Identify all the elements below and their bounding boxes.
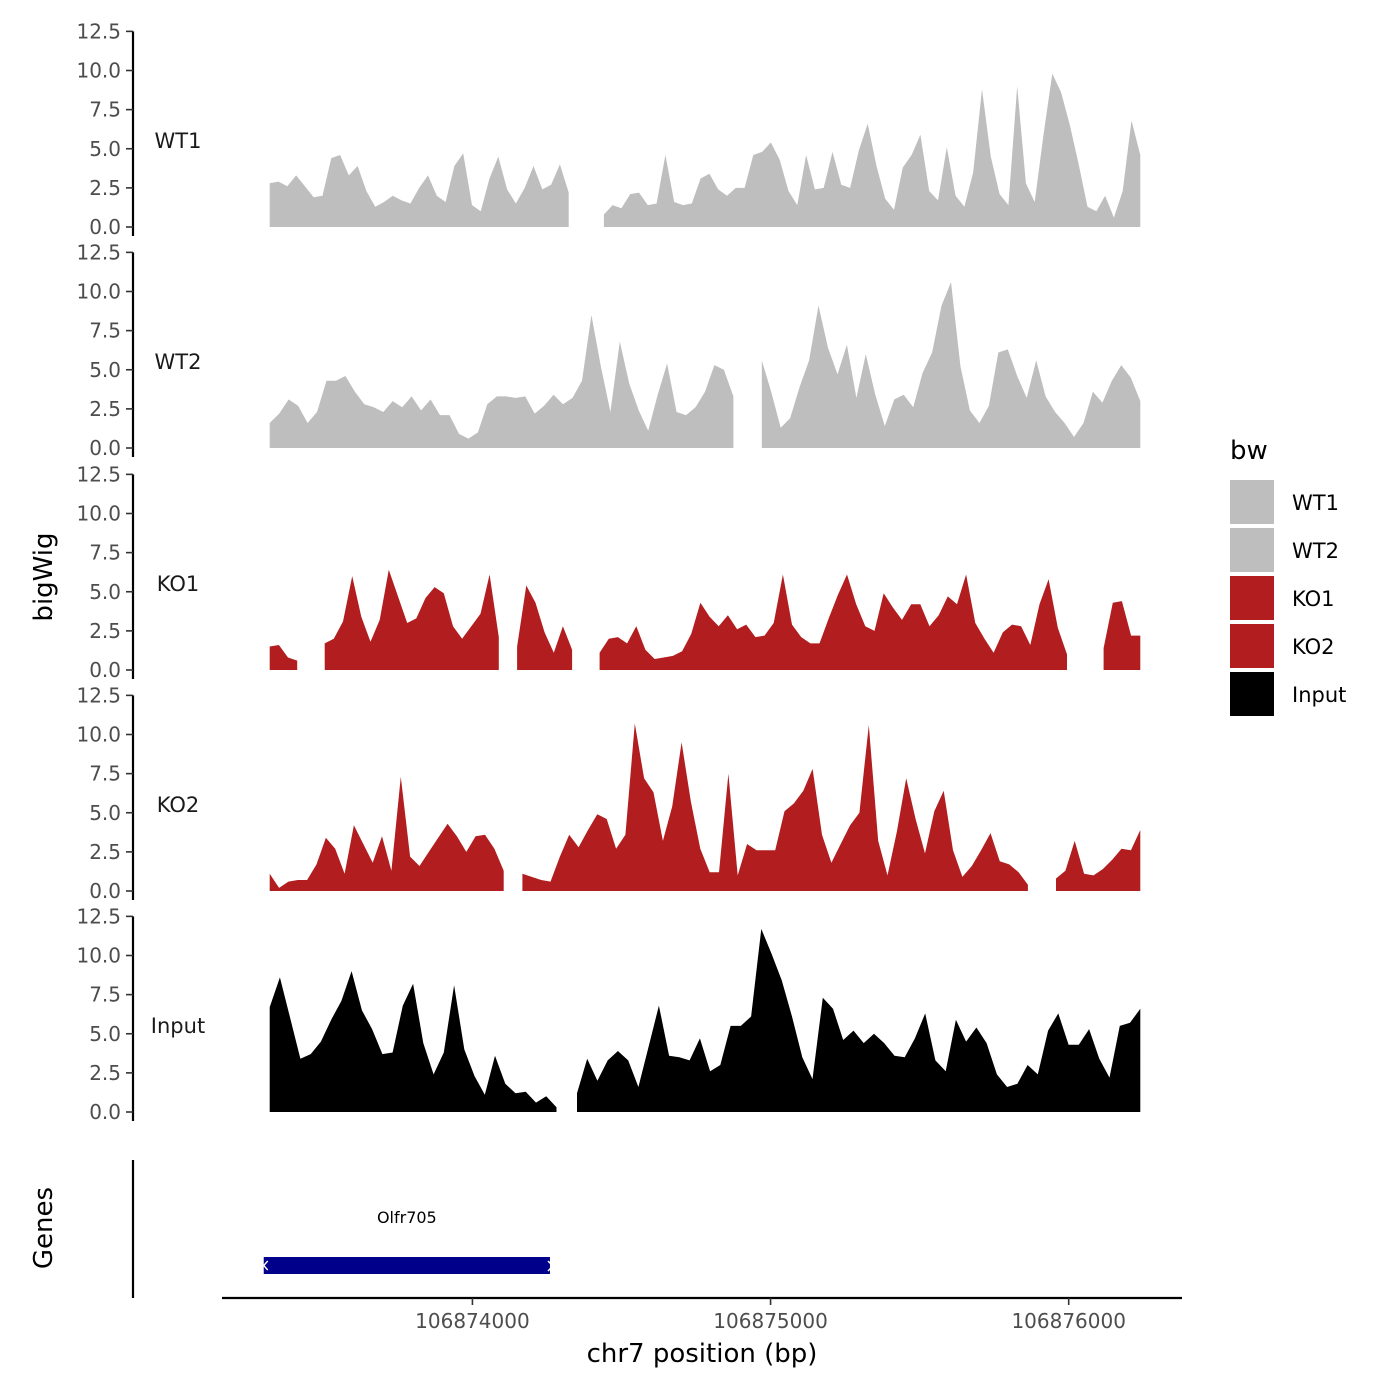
gene-bar-olfr705	[263, 1257, 550, 1274]
track-label-wt1: WT1	[155, 129, 202, 153]
y-axis-title: bigWig	[29, 532, 59, 621]
legend-label-input: Input	[1292, 683, 1346, 707]
y-tick-label: 2.5	[89, 176, 121, 200]
x-tick-label: 106876000	[1011, 1309, 1126, 1333]
y-tick-label: 0.0	[89, 1100, 121, 1124]
area-wt2-segment-2	[761, 282, 1141, 448]
legend-key-input	[1230, 672, 1274, 716]
y-tick-label: 7.5	[89, 319, 121, 343]
area-input-segment-1	[269, 971, 557, 1112]
area-ko1-segment-4	[599, 574, 1067, 670]
legend-key-ko1	[1230, 576, 1274, 620]
y-tick-label: 12.5	[76, 240, 121, 264]
legend-key-wt2	[1230, 528, 1274, 572]
y-tick-label: 5.0	[89, 358, 121, 382]
area-ko2-segment-1	[269, 776, 504, 891]
y-tick-label: 2.5	[89, 840, 121, 864]
y-tick-label: 10.0	[76, 59, 121, 83]
legend-label-ko1: KO1	[1292, 587, 1335, 611]
y-tick-label: 5.0	[89, 580, 121, 604]
y-tick-label: 2.5	[89, 1061, 121, 1085]
legend-label-wt2: WT2	[1292, 539, 1339, 563]
y-tick-label: 0.0	[89, 658, 121, 682]
gene-label: Olfr705	[377, 1208, 437, 1227]
track-label-wt2: WT2	[155, 350, 202, 374]
track-label-ko1: KO1	[157, 572, 200, 596]
y-tick-label: 7.5	[89, 983, 121, 1007]
area-ko1-segment-1	[269, 645, 298, 670]
y-tick-label: 7.5	[89, 762, 121, 786]
y-tick-label: 12.5	[76, 19, 121, 43]
area-wt2-segment-1	[269, 315, 734, 448]
legend-label-wt1: WT1	[1292, 491, 1339, 515]
legend-key-wt1	[1230, 480, 1274, 524]
y-tick-label: 2.5	[89, 397, 121, 421]
y-tick-label: 10.0	[76, 502, 121, 526]
area-ko2-segment-3	[1056, 830, 1141, 891]
y-tick-label: 12.5	[76, 904, 121, 928]
y-tick-label: 5.0	[89, 1022, 121, 1046]
x-tick-label: 106875000	[713, 1309, 828, 1333]
legend-label-ko2: KO2	[1292, 635, 1335, 659]
x-axis-title: chr7 position (bp)	[587, 1339, 818, 1369]
y-tick-label: 2.5	[89, 619, 121, 643]
y-tick-label: 10.0	[76, 723, 121, 747]
area-ko1-segment-2	[324, 569, 499, 670]
y-tick-label: 7.5	[89, 98, 121, 122]
y-tick-label: 12.5	[76, 683, 121, 707]
legend-title: bw	[1230, 436, 1268, 466]
area-ko2-segment-2	[522, 723, 1028, 891]
gene-strand-arrows	[262, 1260, 554, 1272]
y-tick-label: 0.0	[89, 215, 121, 239]
genes-track-title: Genes	[29, 1187, 59, 1269]
area-wt1-segment-1	[269, 153, 569, 227]
area-ko1-segment-5	[1103, 601, 1141, 670]
y-tick-label: 12.5	[76, 462, 121, 486]
track-label-ko2: KO2	[157, 793, 200, 817]
y-tick-label: 10.0	[76, 944, 121, 968]
y-tick-label: 5.0	[89, 801, 121, 825]
y-tick-label: 10.0	[76, 280, 121, 304]
area-wt1-segment-2	[603, 73, 1141, 227]
x-tick-label: 106874000	[415, 1309, 530, 1333]
track-label-input: Input	[151, 1014, 205, 1038]
area-ko1-segment-3	[517, 585, 573, 670]
y-tick-label: 0.0	[89, 436, 121, 460]
area-input-segment-2	[577, 928, 1141, 1112]
legend-key-ko2	[1230, 624, 1274, 668]
y-tick-label: 7.5	[89, 541, 121, 565]
y-tick-label: 5.0	[89, 137, 121, 161]
y-tick-label: 0.0	[89, 879, 121, 903]
